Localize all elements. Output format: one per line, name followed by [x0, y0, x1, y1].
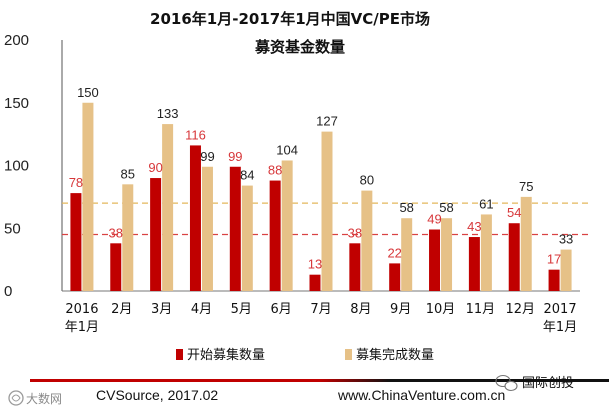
- data-label-start: 90: [148, 160, 162, 175]
- bar-complete: [162, 124, 174, 292]
- legend: 开始募集数量 募集完成数量: [176, 347, 434, 363]
- data-label-complete: 99: [200, 149, 214, 164]
- watermark-text: 大数网: [26, 391, 62, 406]
- data-label-complete: 75: [519, 179, 533, 194]
- bar-start: [349, 243, 361, 291]
- data-label-complete: 84: [240, 168, 254, 183]
- y-tick-label: 100: [4, 158, 29, 175]
- footer-rule: [30, 379, 609, 382]
- data-label-start: 54: [507, 205, 521, 220]
- bar-complete: [560, 249, 572, 291]
- x-tick-label: 6月: [271, 302, 292, 317]
- data-label-start: 22: [387, 245, 401, 260]
- x-tick-labels: 2016 年1月 2月 3月 4月 5月 6月 7月 8月 9月 10月 11月 12月 2017 年1月: [65, 302, 577, 335]
- x-tick-label: 2月: [111, 302, 132, 317]
- legend-label-start: 开始募集数量: [187, 347, 265, 363]
- x-tick-label: 12月: [505, 302, 535, 317]
- y-tick-label: 200: [4, 32, 29, 49]
- data-label-complete: 104: [276, 142, 298, 157]
- data-label-complete: 80: [360, 173, 374, 188]
- x-tick-label: 8月: [350, 302, 371, 317]
- x-tick-label: 10月: [426, 302, 456, 317]
- data-label-complete: 33: [559, 232, 573, 247]
- data-label-complete: 133: [157, 106, 179, 121]
- data-label-complete: 58: [399, 200, 413, 215]
- bar-complete: [241, 185, 253, 291]
- watermark: 大数网: [8, 390, 62, 406]
- bar-complete: [82, 102, 94, 291]
- bar-start: [429, 229, 441, 291]
- bar-start: [548, 269, 560, 291]
- wechat-icon: [495, 374, 518, 392]
- x-tick-label: 4月: [191, 302, 212, 317]
- bar-complete: [520, 196, 532, 291]
- data-label-start: 49: [427, 212, 441, 227]
- x-tick-label: 2017: [544, 302, 577, 317]
- data-label-start: 13: [308, 257, 322, 272]
- data-label-start: 38: [109, 225, 123, 240]
- bar-start: [110, 243, 122, 291]
- legend-swatch-complete: [345, 349, 352, 360]
- data-label-start: 43: [467, 219, 481, 234]
- data-label-start: 88: [268, 163, 282, 178]
- data-label-complete: 58: [439, 200, 453, 215]
- bar-complete: [122, 184, 134, 291]
- bar-start: [508, 223, 520, 291]
- bar-complete: [281, 160, 293, 291]
- data-label-start: 116: [185, 127, 206, 142]
- bar-start: [309, 274, 321, 291]
- brand-name: 国际创投: [522, 375, 574, 390]
- bar-complete: [361, 190, 373, 291]
- data-label-complete: 127: [316, 114, 338, 129]
- x-tick-label: 5月: [231, 302, 252, 317]
- y-tick-label: 50: [4, 220, 21, 237]
- bar-start: [269, 180, 281, 291]
- legend-swatch-start: [176, 349, 183, 360]
- data-label-complete: 85: [121, 166, 135, 181]
- footer-website: www.ChinaVenture.com.cn: [337, 387, 505, 403]
- x-tick-label: 3月: [151, 302, 172, 317]
- chart-title-line-2: 募资基金数量: [254, 38, 345, 56]
- bar-start: [189, 145, 201, 291]
- bar-start: [468, 237, 480, 291]
- y-tick-label: 150: [4, 95, 29, 112]
- data-label-start: 17: [547, 252, 561, 267]
- y-tick-label: 0: [4, 283, 12, 300]
- x-tick-label: 9月: [390, 302, 411, 317]
- x-tick-label: 年1月: [65, 320, 99, 335]
- data-label-complete: 61: [479, 196, 493, 211]
- x-tick-label: 年1月: [543, 320, 577, 335]
- data-label-start: 78: [69, 175, 83, 190]
- bar-complete: [201, 166, 213, 291]
- chart-title-line-1: 2016年1月-2017年1月中国VC/PE市场: [150, 10, 430, 28]
- x-tick-label: 2016: [65, 302, 98, 317]
- y-tick-labels: 0 50 100 150 200: [4, 32, 29, 300]
- data-label-start: 99: [228, 149, 242, 164]
- bar-complete: [401, 218, 413, 291]
- x-tick-label: 11月: [466, 302, 496, 317]
- data-label-complete: 150: [77, 85, 99, 100]
- bar-start: [150, 178, 162, 291]
- bar-complete: [441, 218, 453, 291]
- bar-complete: [321, 131, 333, 291]
- bar-start: [70, 193, 82, 291]
- watermark-icon: [8, 390, 24, 406]
- brand-logo: 国际创投: [495, 374, 574, 392]
- x-tick-label: 7月: [310, 302, 331, 317]
- bar-start: [389, 263, 401, 291]
- data-label-start: 38: [348, 225, 362, 240]
- bar-marks: [70, 102, 572, 292]
- data-labels: 78 150 38 85 90 133 116 99 99 84 88 104 13 127 38 80 22 5…: [69, 85, 574, 272]
- bar-complete: [480, 214, 492, 291]
- footer-source: CVSource, 2017.02: [96, 387, 218, 403]
- legend-label-complete: 募集完成数量: [356, 347, 434, 363]
- bar-start: [229, 166, 241, 291]
